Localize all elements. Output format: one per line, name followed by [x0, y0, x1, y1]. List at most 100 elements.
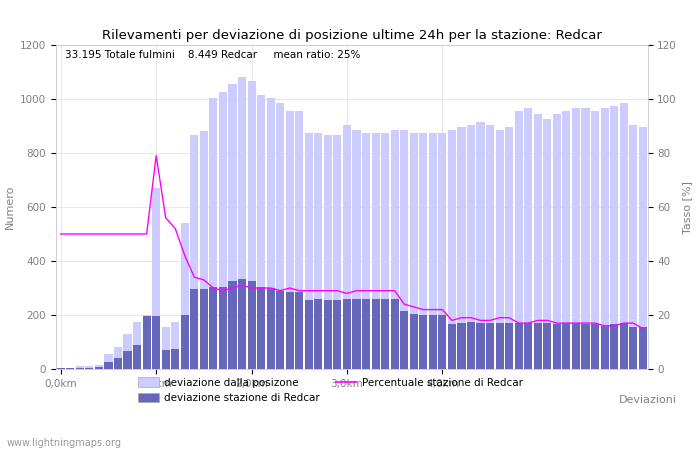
- Bar: [477, 122, 484, 369]
- Bar: [438, 133, 447, 369]
- Bar: [620, 323, 628, 369]
- Bar: [333, 135, 342, 369]
- Bar: [438, 315, 447, 369]
- Bar: [410, 314, 418, 369]
- Bar: [486, 323, 494, 369]
- Bar: [400, 130, 408, 369]
- Bar: [219, 92, 227, 369]
- Bar: [123, 351, 132, 369]
- Text: www.lightningmaps.org: www.lightningmaps.org: [7, 437, 122, 447]
- Bar: [591, 324, 599, 369]
- Bar: [267, 98, 274, 369]
- Bar: [629, 327, 637, 369]
- Bar: [457, 127, 466, 369]
- Bar: [362, 133, 370, 369]
- Bar: [353, 299, 360, 369]
- Y-axis label: Numero: Numero: [4, 185, 15, 229]
- Bar: [524, 323, 532, 369]
- Bar: [57, 368, 65, 369]
- Bar: [391, 130, 399, 369]
- Bar: [76, 366, 84, 369]
- Bar: [505, 127, 513, 369]
- Bar: [562, 111, 570, 369]
- Bar: [353, 130, 360, 369]
- Bar: [391, 299, 399, 369]
- Bar: [276, 103, 284, 369]
- Bar: [343, 125, 351, 369]
- Bar: [85, 366, 93, 369]
- Bar: [114, 358, 122, 369]
- X-axis label: Deviazioni: Deviazioni: [619, 395, 676, 405]
- Bar: [381, 299, 389, 369]
- Bar: [190, 289, 198, 369]
- Bar: [181, 223, 189, 369]
- Text: 33.195 Totale fulmini    8.449 Redcar     mean ratio: 25%: 33.195 Totale fulmini 8.449 Redcar mean …: [65, 50, 360, 60]
- Bar: [95, 367, 103, 369]
- Bar: [524, 108, 532, 369]
- Bar: [238, 77, 246, 369]
- Bar: [219, 287, 227, 369]
- Bar: [143, 315, 150, 369]
- Bar: [553, 324, 561, 369]
- Bar: [190, 135, 198, 369]
- Bar: [582, 108, 589, 369]
- Bar: [410, 133, 418, 369]
- Bar: [543, 323, 552, 369]
- Bar: [123, 334, 132, 369]
- Bar: [228, 281, 237, 369]
- Bar: [199, 289, 208, 369]
- Bar: [429, 315, 437, 369]
- Bar: [448, 324, 456, 369]
- Bar: [362, 299, 370, 369]
- Bar: [248, 81, 256, 369]
- Y-axis label: Tasso [%]: Tasso [%]: [682, 180, 692, 234]
- Bar: [553, 114, 561, 369]
- Bar: [629, 125, 637, 369]
- Bar: [162, 350, 170, 369]
- Bar: [228, 84, 237, 369]
- Bar: [467, 125, 475, 369]
- Bar: [477, 323, 484, 369]
- Bar: [324, 300, 332, 369]
- Bar: [343, 299, 351, 369]
- Bar: [314, 299, 323, 369]
- Bar: [514, 323, 523, 369]
- Bar: [591, 111, 599, 369]
- Bar: [114, 347, 122, 369]
- Bar: [304, 300, 313, 369]
- Bar: [133, 345, 141, 369]
- Bar: [486, 125, 494, 369]
- Bar: [533, 323, 542, 369]
- Bar: [248, 281, 256, 369]
- Bar: [172, 349, 179, 369]
- Bar: [199, 131, 208, 369]
- Bar: [257, 95, 265, 369]
- Bar: [209, 287, 218, 369]
- Bar: [295, 292, 303, 369]
- Bar: [514, 111, 523, 369]
- Bar: [496, 130, 504, 369]
- Bar: [95, 365, 103, 369]
- Bar: [85, 368, 93, 369]
- Bar: [638, 327, 647, 369]
- Title: Rilevamenti per deviazione di posizione ultime 24h per la stazione: Redcar: Rilevamenti per deviazione di posizione …: [102, 29, 602, 42]
- Bar: [572, 108, 580, 369]
- Bar: [610, 106, 618, 369]
- Bar: [276, 291, 284, 369]
- Bar: [638, 127, 647, 369]
- Bar: [467, 322, 475, 369]
- Bar: [572, 323, 580, 369]
- Bar: [104, 354, 113, 369]
- Bar: [133, 322, 141, 369]
- Bar: [533, 114, 542, 369]
- Legend: deviazione dalla posizone, deviazione stazione di Redcar, Percentuale stazione d: deviazione dalla posizone, deviazione st…: [138, 378, 523, 403]
- Bar: [372, 133, 379, 369]
- Bar: [601, 108, 608, 369]
- Bar: [295, 111, 303, 369]
- Bar: [257, 287, 265, 369]
- Bar: [543, 119, 552, 369]
- Bar: [372, 299, 379, 369]
- Bar: [143, 316, 150, 369]
- Bar: [181, 315, 189, 369]
- Bar: [400, 311, 408, 369]
